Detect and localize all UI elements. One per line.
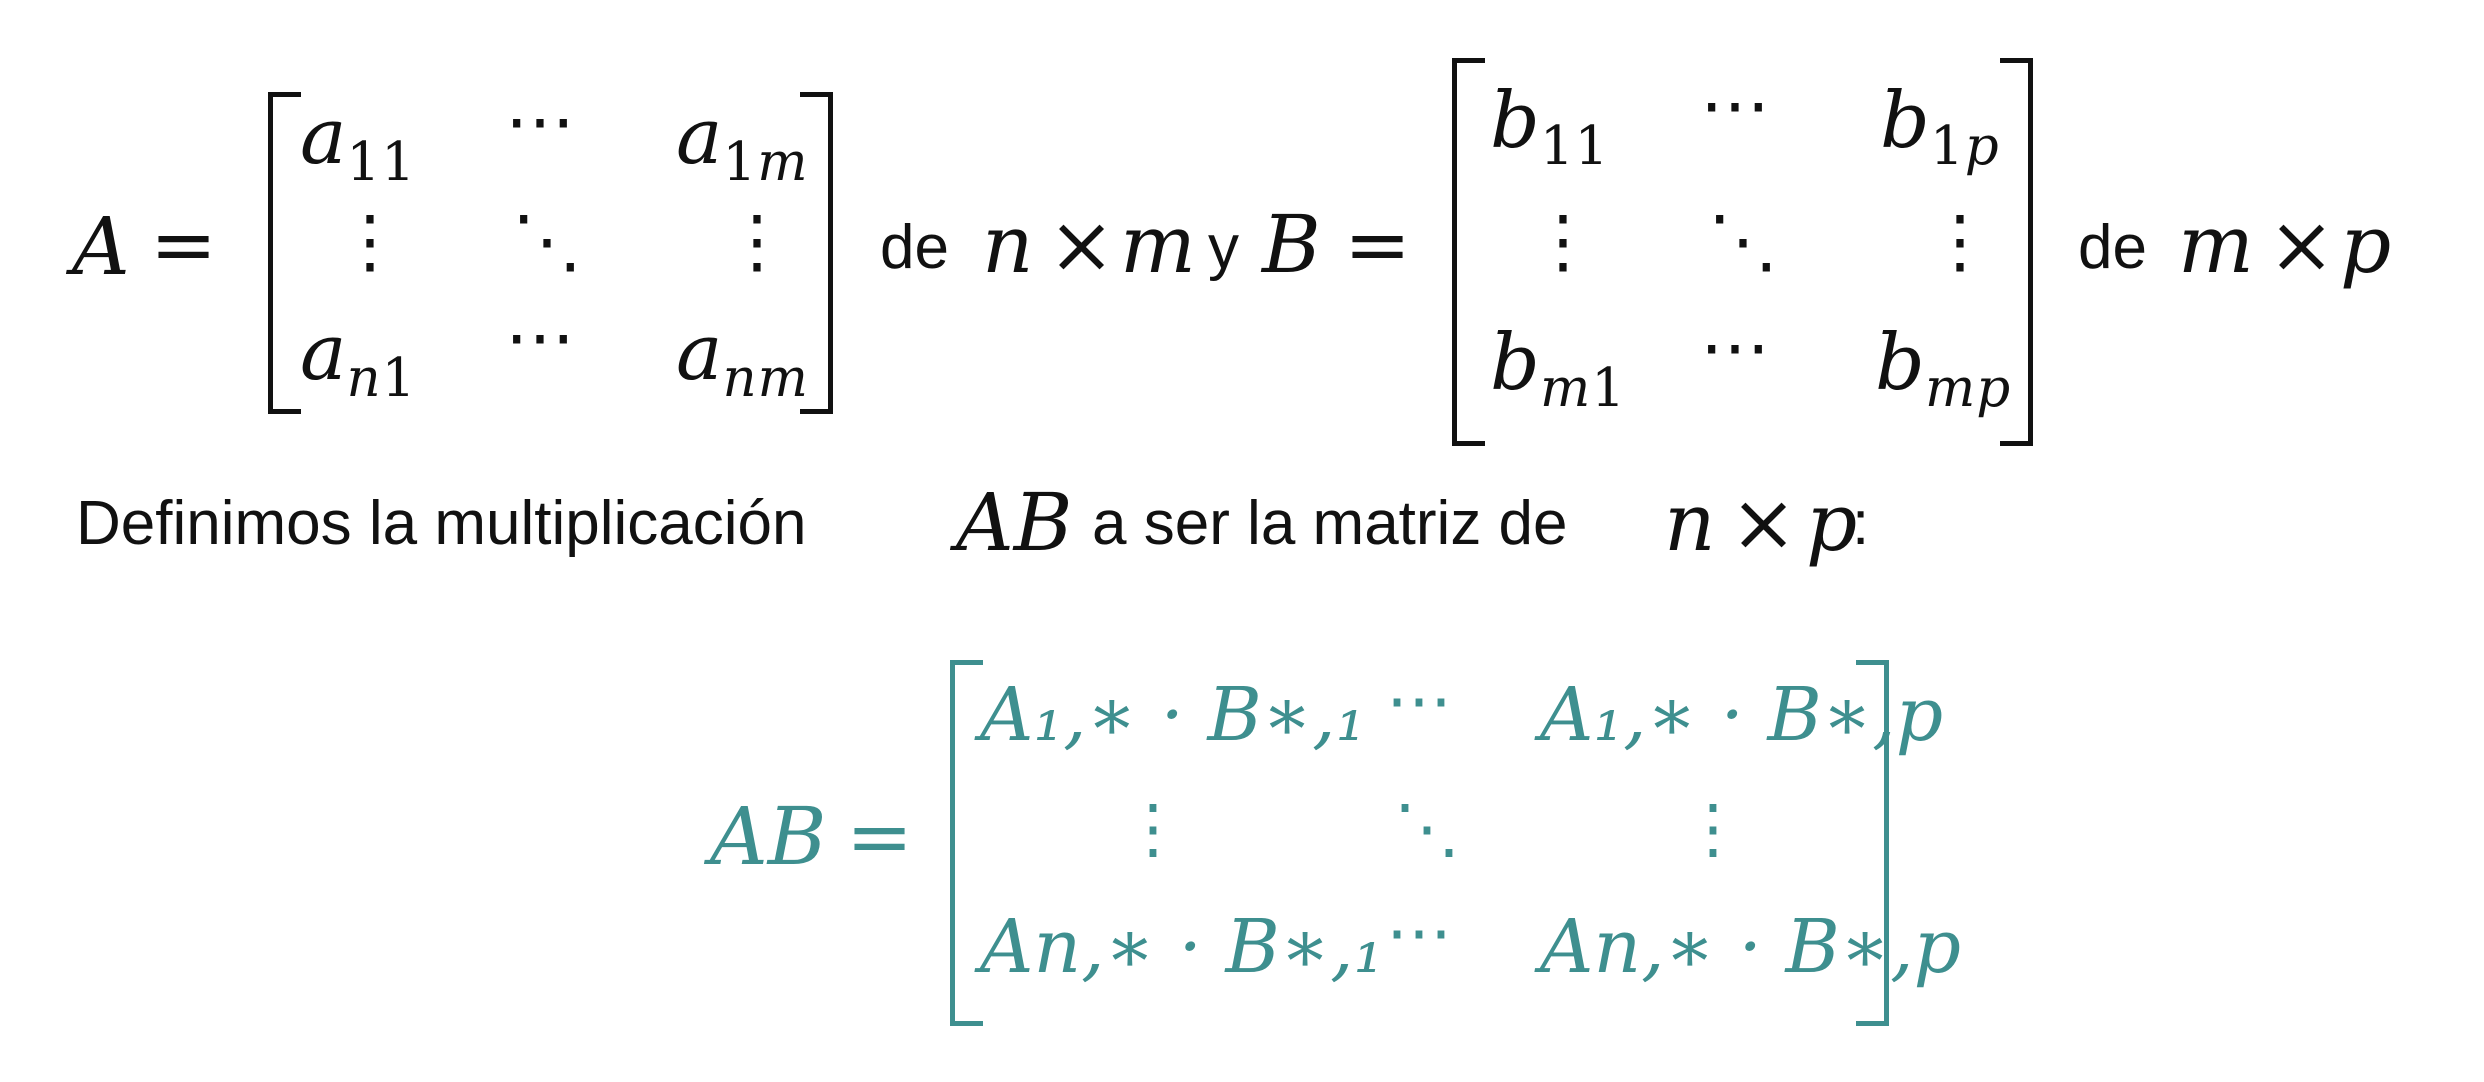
times-sign: × (1048, 198, 1116, 291)
result-vdots: ⋮ (1120, 790, 1186, 867)
matrix-b-vdots: ⋮ (1925, 200, 1995, 282)
matrix-b-hdots: ⋯ (1700, 64, 1770, 146)
result-entry: A₁,∗ · B∗,₁ (980, 672, 1366, 758)
result-ddots: ⋱ (1394, 790, 1460, 867)
colon: : (1852, 489, 1870, 558)
definition-text: Definimos la multiplicación (76, 489, 807, 558)
matrix-a-hdots: ⋯ (505, 296, 575, 378)
product-ab: AB (956, 476, 1073, 569)
matrix-a-ddots: ⋱ (512, 200, 582, 282)
word-de: de (2078, 213, 2147, 282)
matrix-b-vdots: ⋮ (1528, 200, 1598, 282)
matrix-a-right-bracket (800, 92, 833, 414)
var-n: n (982, 198, 1034, 291)
matrix-a-vdots: ⋮ (335, 200, 405, 282)
matrix-a-entry: a11 (300, 92, 416, 193)
var-n: n (1664, 476, 1716, 569)
matrix-b-entry: bm1 (1490, 318, 1626, 419)
var-p: p (1806, 476, 1858, 569)
matrix-a-vdots: ⋮ (722, 200, 792, 282)
result-hdots: ⋯ (1386, 662, 1452, 739)
matrix-b-entry: b1p (1880, 76, 2000, 177)
equals-sign: = (846, 790, 914, 883)
equals-sign: = (1344, 198, 1412, 291)
var-m: m (1120, 198, 1196, 291)
matrix-a-entry: anm (676, 308, 809, 409)
times-sign: × (2268, 198, 2336, 291)
matrix-b-hdots: ⋯ (1700, 306, 1770, 388)
result-right-bracket (1856, 660, 1889, 1026)
matrix-a-entry: a1m (676, 92, 809, 193)
result-entry: An,∗ · B∗,₁ (980, 904, 1384, 990)
times-sign: × (1730, 476, 1798, 569)
matrix-b-ddots: ⋱ (1708, 200, 1778, 282)
var-m: m (2178, 198, 2254, 291)
matrix-a-hdots: ⋯ (505, 80, 575, 162)
matrix-a-entry: an1 (300, 308, 417, 409)
var-p: p (2340, 198, 2392, 291)
result-entry: An,∗ · B∗,p (1540, 904, 1962, 990)
matrix-b-label: B (1262, 198, 1321, 291)
result-left-bracket (950, 660, 983, 1026)
result-vdots: ⋮ (1680, 790, 1746, 867)
matrix-b-left-bracket (1452, 58, 1485, 446)
result-entry: A₁,∗ · B∗,p (1540, 672, 1944, 758)
definition-text: a ser la matriz de (1092, 489, 1568, 558)
matrix-b-right-bracket (2000, 58, 2033, 446)
equals-sign: = (150, 198, 218, 291)
matrix-b-entry: bmp (1875, 318, 2012, 419)
result-hdots: ⋯ (1386, 894, 1452, 971)
matrix-a-label: A (72, 200, 130, 293)
result-ab-label: AB (710, 790, 827, 883)
word-de: de (880, 213, 949, 282)
word-y: y (1208, 213, 1239, 282)
matrix-b-entry: b11 (1490, 76, 1610, 177)
matrix-a-left-bracket (268, 92, 301, 414)
